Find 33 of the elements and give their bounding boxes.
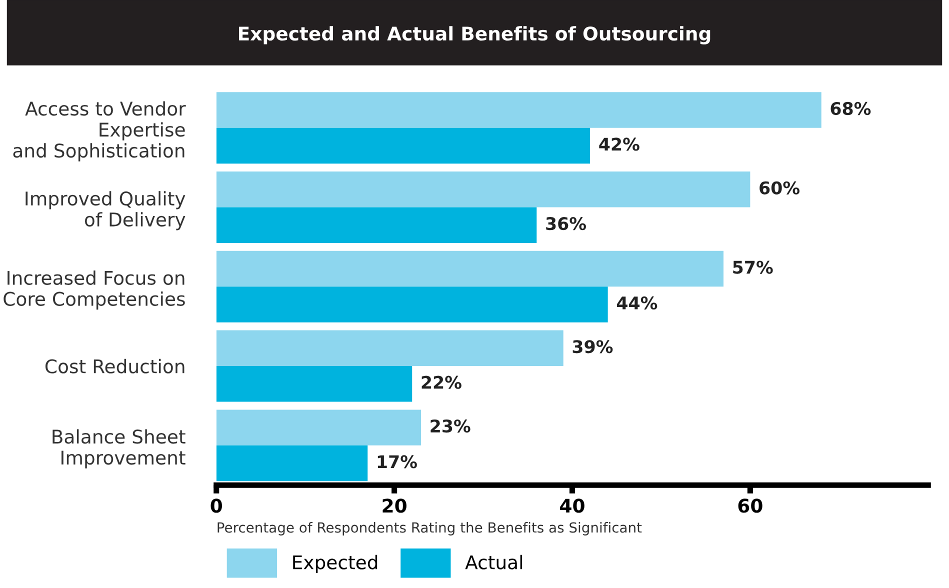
data-label: 60%: [760, 181, 800, 194]
bar: [216, 330, 564, 366]
chart-title: Expected and Actual Benefits of Outsourcing: [239, 26, 710, 44]
data-label: 22%: [422, 376, 462, 389]
data-label: 42%: [599, 138, 640, 151]
y-tick-label: Access to Vendor Expertise and Sophistication: [13, 101, 186, 162]
data-label: 36%: [546, 217, 586, 230]
x-tick-label: 40: [560, 498, 584, 513]
bar: [216, 366, 412, 402]
data-label: 57%: [733, 260, 773, 274]
bar: [216, 207, 537, 243]
data-label: 44%: [616, 296, 658, 310]
y-tick-label: Increased Focus on Core Competencies: [4, 270, 185, 310]
data-label: 23%: [430, 419, 470, 433]
x-tick-label: 20: [382, 498, 406, 513]
data-label: 39%: [572, 340, 613, 354]
legend-label: Expected: [293, 554, 378, 574]
bar: [216, 250, 724, 287]
y-tick-label: Balance Sheet Improvement: [52, 429, 186, 468]
bar: [216, 286, 608, 322]
data-label: 68%: [830, 102, 871, 116]
bar: [216, 172, 750, 208]
bar: [216, 445, 368, 482]
data-label: 17%: [378, 455, 417, 468]
y-tick-label: Cost Reduction: [45, 358, 184, 374]
x-tick-label: 60: [738, 498, 762, 513]
x-axis-title: Percentage of Respondents Rating the Benefits as Significant: [218, 522, 642, 536]
bar: [216, 410, 421, 446]
legend-label: Actual: [465, 554, 522, 570]
x-tick-label: 0: [210, 498, 222, 513]
bar: [216, 92, 822, 128]
bar: [216, 128, 590, 164]
y-tick-label: Improved Quality of Delivery: [26, 191, 186, 230]
